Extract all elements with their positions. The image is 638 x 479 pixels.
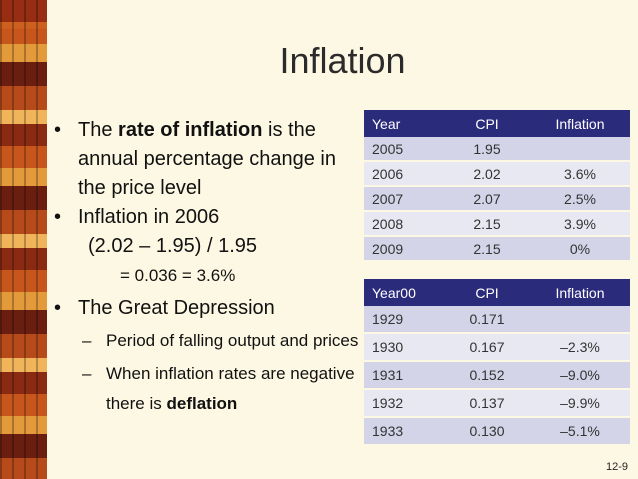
sub-bullet-text: Period of falling output and prices <box>106 331 359 350</box>
cpi-table-depression: Year00 CPI Inflation 1929 0.171 1930 0.167… <box>364 279 630 446</box>
table-cell: 0% <box>530 236 630 262</box>
column-header: Year <box>364 110 444 137</box>
table-row: 2008 2.15 3.9% <box>364 211 630 237</box>
table-cell: 2.5% <box>530 186 630 212</box>
table-cell: 2009 <box>364 236 444 262</box>
formula-result: = 0.036 = 3.6% <box>120 266 236 285</box>
table-row: 1933 0.130 –5.1% <box>364 417 630 446</box>
sub-bullet-bold-term: deflation <box>166 394 238 413</box>
table-cell: 2005 <box>364 137 444 162</box>
column-header: CPI <box>444 279 530 306</box>
table-cell: 2007 <box>364 186 444 212</box>
table-cell <box>530 137 630 162</box>
bullet-text: The Great Depression <box>78 297 275 319</box>
slide-title: Inflation <box>279 40 406 81</box>
table-cell: 2.15 <box>444 236 530 262</box>
bullet-text: is the annual percentage change in the p… <box>78 119 336 199</box>
table-cell: 2.15 <box>444 211 530 237</box>
column-header: Inflation <box>530 279 630 306</box>
table-cell: 3.9% <box>530 211 630 237</box>
bullet-great-depression: • The Great Depression <box>54 294 359 323</box>
table-row: 1931 0.152 –9.0% <box>364 361 630 390</box>
bullet-bold-term: rate of inflation <box>118 119 263 141</box>
table-row: 1932 0.137 –9.9% <box>364 389 630 418</box>
table-cell: 3.6% <box>530 161 630 187</box>
bullet-inflation-2006: • Inflation in 2006 <box>54 203 359 232</box>
table-cell: 0.171 <box>444 306 530 334</box>
sub-bullet-falling-output: – Period of falling output and prices <box>54 329 359 353</box>
table-cell: 1931 <box>364 361 444 390</box>
sub-bullet-deflation: – When inflation rates are negative ther… <box>54 359 359 419</box>
column-header: Year00 <box>364 279 444 306</box>
cpi-table-recent: Year CPI Inflation 2005 1.95 2006 2.02 3.6%… <box>364 110 630 262</box>
sub-bullet-text: When inflation rates are negative there … <box>106 364 355 413</box>
table-cell: 1933 <box>364 417 444 446</box>
table-cell: 1929 <box>364 306 444 334</box>
table-cell: 1930 <box>364 333 444 362</box>
table-row: 1929 0.171 <box>364 306 630 334</box>
table-row: 2005 1.95 <box>364 137 630 162</box>
dash-icon: – <box>82 331 92 350</box>
table-row: 2009 2.15 0% <box>364 236 630 262</box>
stained-glass-decoration <box>0 0 47 479</box>
table-row: 1930 0.167 –2.3% <box>364 333 630 362</box>
table-cell: 2.02 <box>444 161 530 187</box>
table-cell: 0.130 <box>444 417 530 446</box>
table-cell: –9.0% <box>530 361 630 390</box>
table-cell <box>530 306 630 334</box>
bullet-dot-icon: • <box>54 119 62 141</box>
table-cell: –2.3% <box>530 333 630 362</box>
table-cell: 2006 <box>364 161 444 187</box>
bullet-text: The <box>78 119 119 141</box>
bullet-list: • The rate of inflation is the annual pe… <box>54 116 359 419</box>
table-cell: 2008 <box>364 211 444 237</box>
table-cell: 0.137 <box>444 389 530 418</box>
column-header: Inflation <box>530 110 630 137</box>
dash-icon: – <box>82 364 92 383</box>
bullet-text: Inflation in 2006 <box>78 206 220 228</box>
table-header-row: Year CPI Inflation <box>364 110 630 137</box>
formula-line: (2.02 – 1.95) / 1.95 <box>88 235 258 257</box>
table-cell: –5.1% <box>530 417 630 446</box>
column-header: CPI <box>444 110 530 137</box>
table-cell: 1932 <box>364 389 444 418</box>
table-cell: –9.9% <box>530 389 630 418</box>
bullet-rate-of-inflation: • The rate of inflation is the annual pe… <box>54 116 359 203</box>
table-cell: 2.07 <box>444 186 530 212</box>
table-cell: 1.95 <box>444 137 530 162</box>
table-cell: 0.152 <box>444 361 530 390</box>
table-row: 2006 2.02 3.6% <box>364 161 630 187</box>
bullet-dot-icon: • <box>54 297 62 319</box>
page-number: 12-9 <box>605 461 628 473</box>
bullet-dot-icon: • <box>54 206 62 228</box>
table-row: 2007 2.07 2.5% <box>364 186 630 212</box>
table-cell: 0.167 <box>444 333 530 362</box>
table-header-row: Year00 CPI Inflation <box>364 279 630 306</box>
